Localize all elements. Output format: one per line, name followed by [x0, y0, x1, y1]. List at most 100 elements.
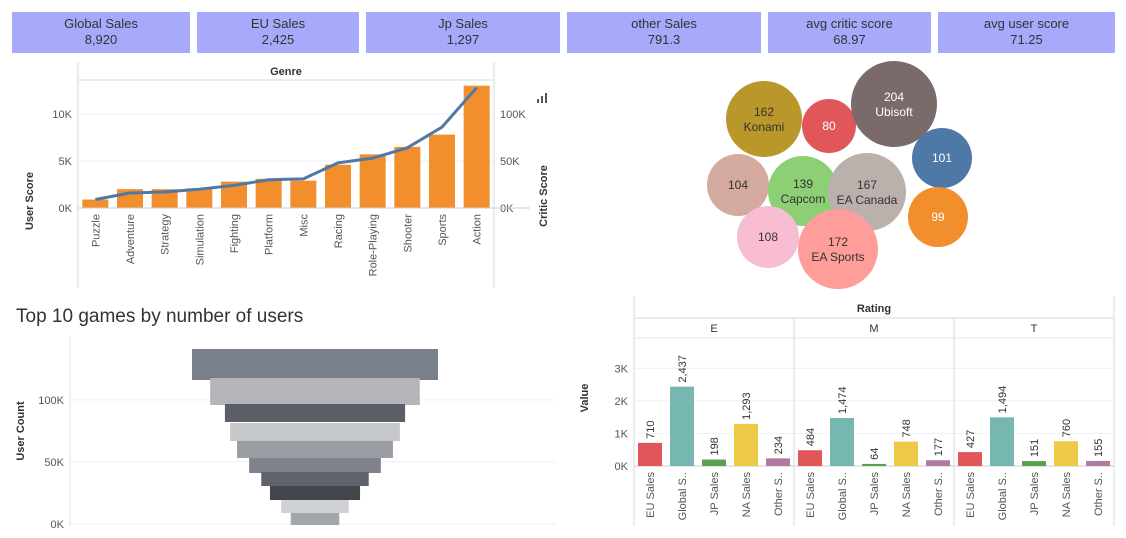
- funnel-bar[interactable]: [192, 349, 438, 380]
- funnel-bar[interactable]: [249, 458, 381, 473]
- rating-bar[interactable]: [798, 450, 822, 466]
- rating-bar[interactable]: [1054, 441, 1078, 466]
- bubble-circle[interactable]: [851, 61, 937, 147]
- rating-bar[interactable]: [702, 459, 726, 466]
- kpi-other-sales[interactable]: other Sales 791.3: [567, 12, 761, 53]
- funnel-bar[interactable]: [237, 441, 393, 458]
- publisher-bubble[interactable]: 104: [707, 154, 769, 216]
- sort-icon[interactable]: [537, 93, 547, 103]
- bubble-circle[interactable]: [768, 156, 838, 226]
- rating-chart[interactable]: Rating Value 0K 1K 2K 3K E 710 EU Sales 2,437 G…: [568, 294, 1116, 528]
- bubble-circle[interactable]: [798, 209, 878, 289]
- kpi-eu-sales[interactable]: EU Sales 2,425: [197, 12, 359, 53]
- bubble-label: EA Canada: [837, 193, 898, 207]
- genre-bar[interactable]: [463, 85, 490, 208]
- rating-bar[interactable]: [894, 441, 918, 466]
- kpi-label: EU Sales: [250, 16, 306, 31]
- rating-ylabel: Value: [579, 384, 591, 413]
- publisher-bubble[interactable]: 80: [802, 99, 856, 153]
- bubble-label: EA Sports: [811, 250, 864, 264]
- bubble-value: 104: [728, 178, 748, 192]
- kpi-label: Global Sales: [64, 16, 138, 31]
- critic-score-line[interactable]: [95, 86, 478, 202]
- funnel-bar[interactable]: [269, 486, 361, 500]
- rating-bar[interactable]: [830, 417, 854, 466]
- bubble-label: Capcom: [781, 192, 826, 206]
- funnel-bar[interactable]: [230, 423, 400, 441]
- kpi-label: other Sales: [631, 16, 697, 31]
- rating-panel[interactable]: T 427 EU Sales 1,494 Global S.. 151 JP Sales 76…: [953, 318, 1114, 526]
- publisher-bubble[interactable]: 108: [737, 206, 799, 268]
- genre-bar[interactable]: [82, 199, 109, 208]
- bubble-circle[interactable]: [908, 187, 968, 247]
- funnel-bar[interactable]: [290, 513, 340, 525]
- rating-panel-label: T: [1031, 323, 1038, 335]
- rating-bar[interactable]: [926, 460, 950, 466]
- rating-bar[interactable]: [766, 458, 790, 466]
- bubble-circle[interactable]: [707, 154, 769, 216]
- bubble-label: Konami: [744, 120, 785, 134]
- funnel-bar[interactable]: [281, 500, 349, 513]
- genre-bar[interactable]: [186, 188, 213, 208]
- rating-bar[interactable]: [638, 442, 662, 466]
- genre-left-tick-label: 5K: [59, 156, 73, 168]
- rating-panel[interactable]: E 710 EU Sales 2,437 Global S.. 198 JP Sales 1,…: [634, 323, 794, 520]
- genre-chart[interactable]: Genre User Score Critic Score 0K 5K 10K 0K…: [0, 56, 560, 292]
- kpi-avg-critic-score[interactable]: avg critic score 68.97: [768, 12, 931, 53]
- rating-bar[interactable]: [958, 452, 982, 466]
- funnel-chart[interactable]: User Count 0K 50K 100K: [0, 336, 560, 532]
- rating-tick-label: 3K: [615, 363, 629, 375]
- genre-bar[interactable]: [151, 189, 178, 208]
- funnel-bar[interactable]: [261, 472, 369, 486]
- genre-category-label: Adventure: [125, 214, 137, 264]
- bubble-circle[interactable]: [802, 99, 856, 153]
- rating-category-label: JP Sales: [1029, 472, 1041, 516]
- genre-bar[interactable]: [255, 178, 282, 208]
- rating-data-label: 1,494: [997, 386, 1009, 414]
- kpi-global-sales[interactable]: Global Sales 8,920: [12, 12, 190, 53]
- genre-category-label: Role-Playing: [368, 214, 380, 276]
- kpi-value: 1,297: [446, 32, 480, 47]
- kpi-value: 68.97: [833, 32, 866, 47]
- rating-bar[interactable]: [990, 417, 1014, 466]
- genre-ylabel-right: Critic Score: [538, 165, 550, 227]
- funnel-bar[interactable]: [210, 378, 420, 405]
- rating-bar[interactable]: [734, 423, 758, 466]
- genre-left-tick-label: 10K: [52, 109, 72, 121]
- kpi-avg-user-score[interactable]: avg user score 71.25: [938, 12, 1115, 53]
- rating-data-label: 748: [901, 419, 913, 437]
- rating-bar[interactable]: [862, 463, 886, 466]
- publisher-bubble[interactable]: 101: [912, 128, 972, 188]
- bubble-circle[interactable]: [737, 206, 799, 268]
- genre-category-label: Sports: [437, 214, 449, 246]
- genre-bar[interactable]: [394, 146, 421, 208]
- funnel-bar[interactable]: [224, 404, 406, 422]
- genre-bar[interactable]: [325, 164, 351, 208]
- rating-bar[interactable]: [1086, 460, 1110, 466]
- bubble-value: 167: [857, 178, 877, 192]
- genre-bar[interactable]: [429, 134, 455, 208]
- genre-ylabel-left: User Score: [24, 172, 36, 230]
- bubble-value: 80: [822, 119, 836, 133]
- genre-bar[interactable]: [359, 154, 386, 208]
- genre-category-label: Fighting: [229, 214, 241, 253]
- publisher-bubble[interactable]: 99: [908, 187, 968, 247]
- genre-bar[interactable]: [290, 180, 317, 208]
- kpi-label: Jp Sales: [438, 16, 488, 31]
- kpi-label: avg critic score: [806, 16, 893, 31]
- genre-chart-title: Genre: [270, 66, 302, 78]
- rating-data-label: 484: [805, 428, 817, 446]
- kpi-jp-sales[interactable]: Jp Sales 1,297: [366, 12, 560, 53]
- rating-bar[interactable]: [670, 386, 694, 466]
- genre-category-label: Racing: [333, 214, 345, 248]
- rating-tick-label: 1K: [615, 428, 629, 440]
- bubble-circle[interactable]: [726, 81, 802, 157]
- rating-bar[interactable]: [1022, 461, 1046, 466]
- rating-panel[interactable]: M 484 EU Sales 1,474 Global S.. 64 JP Sales 748…: [793, 318, 954, 526]
- bubble-circle[interactable]: [912, 128, 972, 188]
